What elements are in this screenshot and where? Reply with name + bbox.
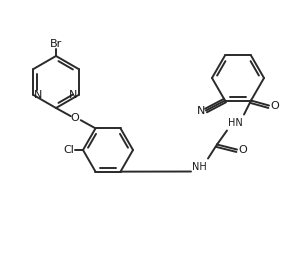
Text: Cl: Cl xyxy=(64,145,74,155)
Text: N: N xyxy=(197,105,205,116)
Text: O: O xyxy=(70,113,79,123)
Text: NH: NH xyxy=(192,162,206,171)
Text: N: N xyxy=(69,90,78,100)
Text: O: O xyxy=(239,144,247,155)
Text: O: O xyxy=(271,100,279,111)
Text: N: N xyxy=(34,90,43,100)
Text: Br: Br xyxy=(50,39,62,49)
Text: HN: HN xyxy=(228,117,242,128)
